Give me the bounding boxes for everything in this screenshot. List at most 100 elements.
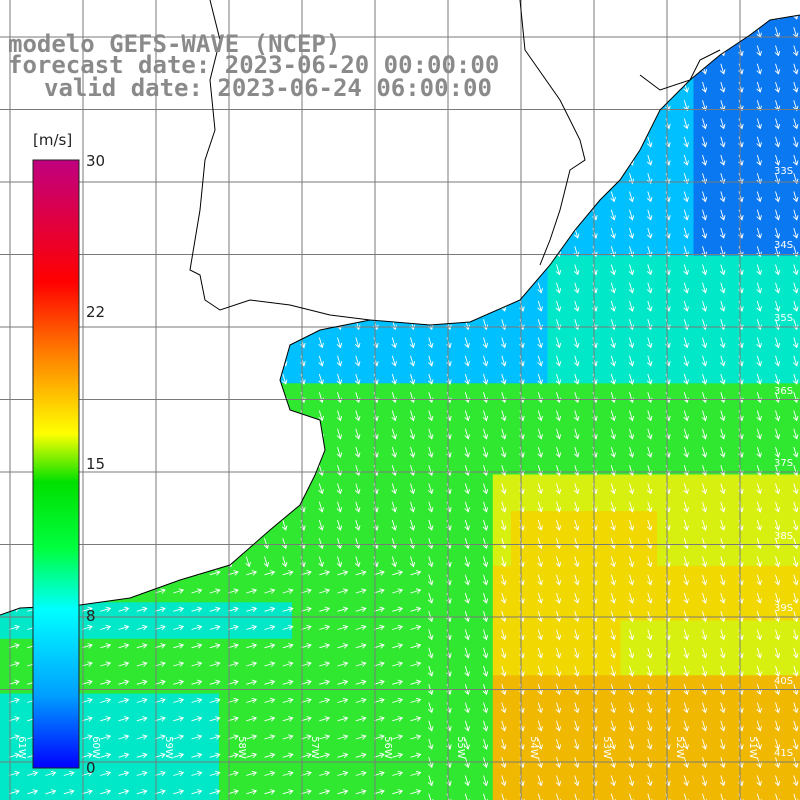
wind-arrow — [245, 355, 251, 367]
wind-arrow — [173, 770, 185, 777]
wind-arrow — [300, 570, 312, 576]
wind-arrow — [464, 574, 470, 586]
wind-cell — [438, 164, 457, 184]
wind-arrow — [573, 720, 580, 732]
wind-arrow — [63, 789, 75, 795]
wind-cell — [474, 273, 494, 293]
wind-cell — [784, 784, 800, 800]
wind-arrow — [336, 483, 343, 495]
wind-cell — [784, 164, 800, 184]
wind-arrow — [464, 264, 470, 276]
wind-cell — [0, 15, 19, 19]
wind-cell — [146, 182, 165, 202]
wind-cell — [73, 784, 92, 800]
wind-arrow — [628, 300, 635, 312]
wind-arrow — [318, 154, 324, 166]
wind-cell — [401, 565, 421, 585]
wind-arrow — [409, 538, 416, 550]
wind-arrow — [573, 738, 580, 750]
wind-arrow — [117, 538, 124, 550]
wind-cell — [146, 419, 165, 439]
wind-arrow — [464, 227, 470, 239]
wind-cell — [328, 657, 348, 676]
wind-arrow — [628, 793, 635, 800]
wind-arrow — [190, 538, 197, 550]
wind-cell — [36, 784, 56, 800]
wind-arrow — [319, 643, 331, 649]
wind-arrow — [482, 720, 489, 732]
wind-arrow — [427, 738, 434, 750]
wind-cell — [346, 127, 366, 147]
wind-arrow — [117, 282, 124, 294]
wind-cell — [292, 15, 311, 19]
wind-arrow — [500, 611, 507, 623]
wind-cell — [237, 766, 257, 786]
wind-arrow — [774, 355, 781, 367]
wind-cell — [346, 292, 366, 311]
wind-arrow — [173, 679, 185, 686]
wind-arrow — [355, 661, 367, 667]
wind-cell — [91, 766, 111, 786]
wind-cell — [784, 365, 800, 384]
wind-cell — [346, 565, 366, 585]
wind-cell — [474, 127, 494, 147]
wind-cell — [255, 511, 275, 530]
wind-arrow — [756, 118, 762, 130]
wind-arrow — [99, 392, 105, 404]
wind-cell — [419, 292, 439, 311]
wind-cell — [383, 109, 403, 129]
wind-arrow — [410, 679, 422, 686]
wind-arrow — [282, 588, 294, 594]
wind-arrow — [392, 624, 404, 631]
wind-arrow — [683, 793, 689, 800]
wind-arrow — [774, 428, 781, 440]
wind-arrow — [427, 337, 434, 349]
wind-cell — [200, 146, 220, 165]
wind-arrow — [117, 154, 124, 166]
wind-arrow — [482, 355, 489, 367]
wind-arrow — [701, 629, 708, 641]
wind-cell — [584, 54, 603, 74]
wind-arrow — [8, 428, 14, 440]
wind-arrow — [555, 501, 562, 513]
wind-cell — [146, 693, 165, 713]
wind-cell — [365, 565, 384, 585]
wind-cell — [91, 200, 111, 220]
wind-arrow — [683, 63, 689, 75]
wind-cell — [127, 565, 147, 585]
wind-cell — [200, 529, 220, 549]
wind-cell — [784, 419, 800, 439]
wind-cell — [255, 237, 275, 257]
wind-cell — [511, 164, 530, 184]
wind-arrow — [26, 282, 32, 294]
wind-arrow — [135, 300, 142, 312]
wind-arrow — [99, 355, 105, 367]
wind-cell — [219, 200, 238, 220]
wind-cell — [365, 784, 384, 800]
wind-cell — [365, 273, 384, 293]
wind-arrow — [774, 483, 781, 495]
wind-arrow — [336, 191, 343, 203]
wind-arrow — [373, 27, 379, 39]
wind-arrow — [118, 734, 130, 740]
wind-arrow — [537, 300, 543, 312]
wind-arrow — [117, 355, 124, 367]
wind-cell — [365, 730, 384, 749]
wind-cell — [0, 438, 19, 457]
wind-arrow — [8, 81, 14, 93]
wind-arrow — [628, 702, 635, 714]
wind-cell — [255, 15, 275, 19]
wind-arrow — [464, 410, 470, 422]
wind-cell — [146, 273, 165, 293]
wind-cell — [438, 109, 457, 129]
wind-cell — [164, 273, 184, 293]
wind-arrow — [135, 118, 142, 130]
wind-arrow — [500, 282, 507, 294]
wind-cell — [310, 730, 330, 749]
wind-cell — [200, 784, 220, 800]
wind-arrow — [792, 81, 799, 93]
wind-arrow — [537, 428, 543, 440]
wind-arrow — [446, 154, 452, 166]
wind-cell — [109, 784, 129, 800]
wind-cell — [127, 255, 147, 275]
